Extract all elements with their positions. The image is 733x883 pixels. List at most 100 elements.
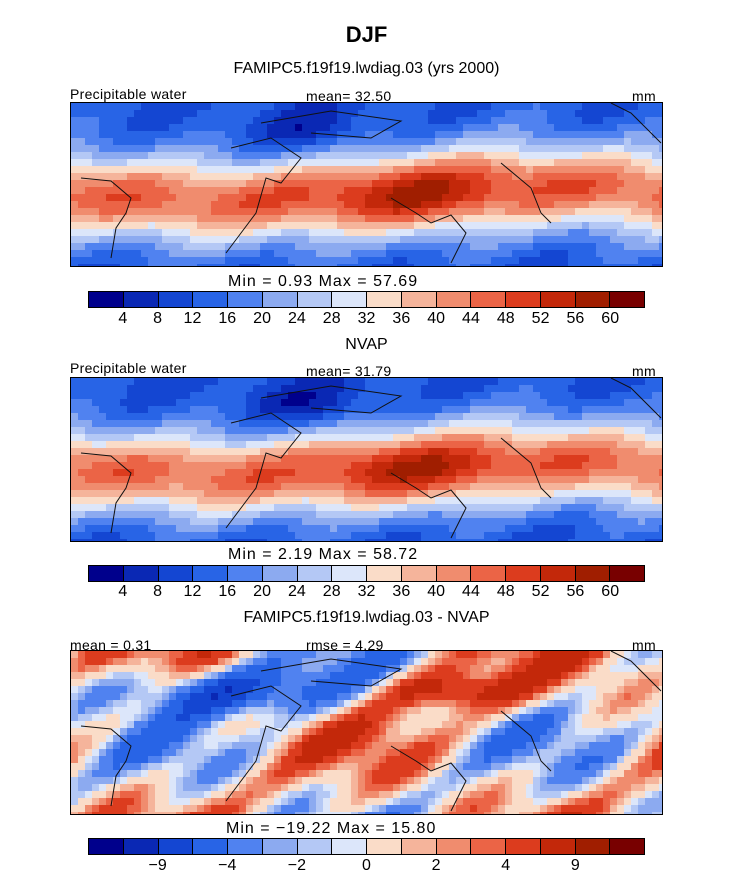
colorbar-tick-label: 52 — [531, 310, 550, 327]
panel-1-variable-label: Precipitable water — [70, 86, 187, 102]
colorbar-tick-label: −4 — [218, 857, 237, 874]
panel-1-mean-label: mean= 32.50 — [306, 88, 392, 104]
colorbar-tick-label: 60 — [601, 310, 620, 327]
colorbar-tick-label: −2 — [287, 857, 306, 874]
panel-3-minmax: Min = −19.22 Max = 15.80 — [226, 820, 437, 837]
colorbar-swatch — [89, 292, 124, 307]
panel-3-colorbar — [88, 838, 645, 855]
colorbar-tick-label: 8 — [153, 310, 163, 327]
colorbar-tick-label: 16 — [218, 583, 237, 600]
colorbar-swatch — [436, 292, 472, 307]
colorbar-swatch — [262, 839, 298, 854]
colorbar-tick-label: 20 — [253, 583, 271, 600]
colorbar-swatch — [332, 839, 367, 854]
colorbar-swatch — [610, 292, 644, 307]
colorbar-swatch — [367, 839, 402, 854]
colorbar-tick-label: 12 — [183, 583, 202, 600]
panel-3-map — [70, 650, 663, 815]
panel-1-colorbar — [88, 291, 645, 308]
colorbar-tick-label: 40 — [427, 310, 446, 327]
colorbar-swatch — [123, 292, 159, 307]
colorbar-tick-label: 20 — [253, 310, 271, 327]
colorbar-swatch — [193, 839, 228, 854]
panel-1-map — [70, 102, 663, 267]
colorbar-tick-label: 16 — [218, 310, 237, 327]
colorbar-swatch — [262, 566, 298, 581]
colorbar-swatch — [506, 292, 541, 307]
panel-1-units-label: mm — [632, 88, 656, 104]
colorbar-swatch — [332, 292, 367, 307]
colorbar-swatch — [506, 566, 541, 581]
panel-2-minmax: Min = 2.19 Max = 58.72 — [228, 546, 419, 563]
colorbar-swatch — [610, 566, 644, 581]
colorbar-swatch — [297, 839, 333, 854]
colorbar-tick-label: 28 — [322, 583, 341, 600]
panel-1-minmax: Min = 0.93 Max = 57.69 — [228, 273, 419, 290]
panel-2-map — [70, 377, 663, 542]
colorbar-swatch — [332, 566, 367, 581]
colorbar-swatch — [158, 566, 194, 581]
colorbar-tick-label: 56 — [566, 583, 585, 600]
panel-3-colorbar-ticks: −9 −4 −2 0 2 4 9 — [88, 857, 645, 875]
colorbar-swatch — [297, 566, 333, 581]
colorbar-swatch — [367, 292, 402, 307]
panel-2-field — [71, 378, 662, 541]
colorbar-swatch — [89, 839, 124, 854]
panel-3-units-label: mm — [632, 637, 656, 653]
colorbar-swatch — [367, 566, 402, 581]
colorbar-swatch — [193, 566, 228, 581]
colorbar-swatch — [89, 566, 124, 581]
colorbar-tick-label: 4 — [118, 310, 128, 327]
colorbar-swatch — [436, 566, 472, 581]
colorbar-tick-label: 44 — [462, 583, 480, 600]
colorbar-swatch — [297, 292, 333, 307]
colorbar-swatch — [228, 566, 263, 581]
panel-3-rmse-label: rmse = 4.29 — [306, 637, 384, 653]
colorbar-tick-label: 8 — [153, 583, 163, 600]
colorbar-swatch — [540, 292, 576, 307]
colorbar-tick-label: 9 — [570, 857, 580, 874]
colorbar-tick-label: 24 — [287, 583, 306, 600]
panel-1-field — [71, 103, 662, 266]
colorbar-swatch — [471, 292, 506, 307]
colorbar-swatch — [436, 839, 472, 854]
colorbar-tick-label: 0 — [362, 857, 371, 874]
colorbar-swatch — [123, 839, 159, 854]
colorbar-tick-label: 52 — [531, 583, 550, 600]
figure-title: DJF — [345, 22, 388, 47]
colorbar-tick-label: 48 — [496, 583, 515, 600]
colorbar-tick-label: 60 — [601, 583, 620, 600]
colorbar-swatch — [506, 839, 541, 854]
colorbar-tick-label: 44 — [462, 310, 480, 327]
colorbar-tick-label: 2 — [431, 857, 441, 874]
colorbar-swatch — [575, 839, 611, 854]
colorbar-swatch — [575, 566, 611, 581]
panel-2-variable-label: Precipitable water — [70, 360, 187, 376]
panel-2-title: NVAP — [345, 336, 388, 353]
colorbar-swatch — [228, 292, 263, 307]
colorbar-tick-label: 36 — [392, 583, 411, 600]
colorbar-swatch — [610, 839, 644, 854]
colorbar-tick-label: 28 — [322, 310, 341, 327]
colorbar-swatch — [401, 292, 437, 307]
panel-2-colorbar — [88, 565, 645, 582]
colorbar-swatch — [158, 839, 194, 854]
colorbar-swatch — [540, 566, 576, 581]
colorbar-swatch — [193, 292, 228, 307]
panel-3-mean-label: mean = 0.31 — [70, 637, 152, 653]
colorbar-tick-label: 4 — [118, 583, 128, 600]
colorbar-swatch — [540, 839, 576, 854]
colorbar-tick-label: 32 — [357, 310, 376, 327]
colorbar-tick-label: 40 — [427, 583, 446, 600]
panel-3-title: FAMIPC5.f19f19.lwdiag.03 - NVAP — [243, 609, 490, 626]
panel-2-units-label: mm — [632, 363, 656, 379]
colorbar-swatch — [228, 839, 263, 854]
colorbar-tick-label: 24 — [287, 310, 306, 327]
colorbar-swatch — [123, 566, 159, 581]
colorbar-swatch — [401, 839, 437, 854]
colorbar-tick-label: 56 — [566, 310, 585, 327]
panel-2-mean-label: mean= 31.79 — [306, 363, 392, 379]
panel-1-colorbar-ticks: 4 8 12 16 20 24 28 32 36 40 44 48 52 56 60 — [88, 310, 645, 328]
colorbar-swatch — [401, 566, 437, 581]
colorbar-swatch — [471, 839, 506, 854]
